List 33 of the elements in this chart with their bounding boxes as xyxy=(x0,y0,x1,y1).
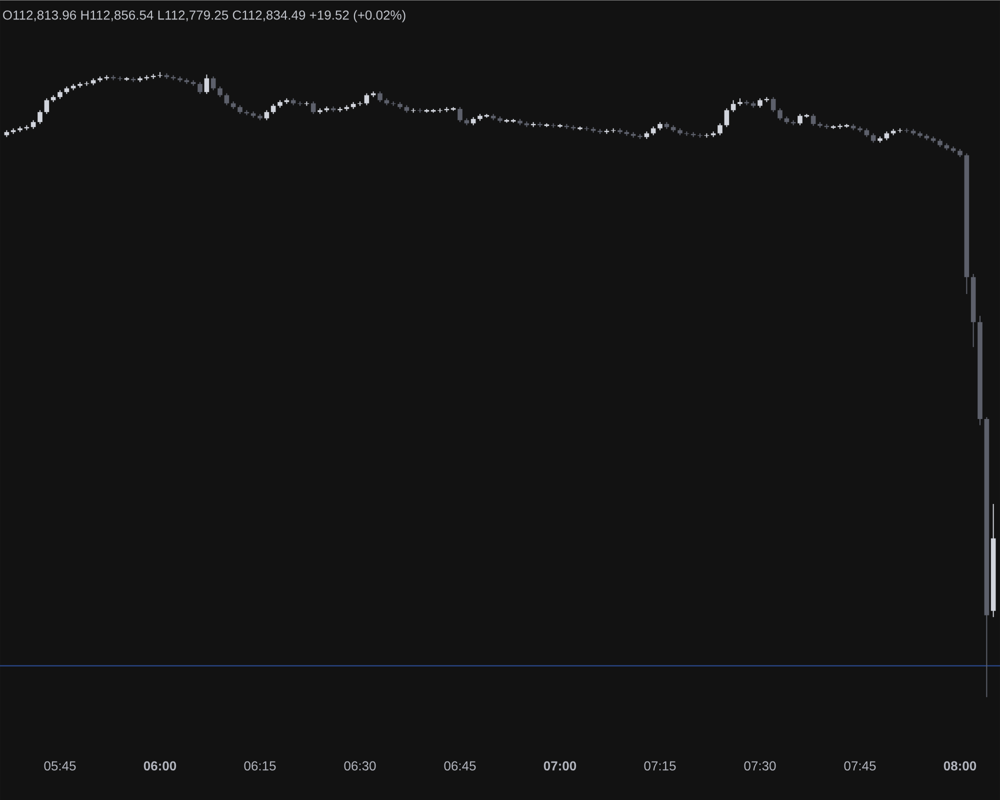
candlestick xyxy=(364,92,370,106)
candlestick xyxy=(210,76,216,91)
candlestick xyxy=(730,100,736,112)
candlestick xyxy=(38,110,42,124)
x-tick-label: 07:45 xyxy=(844,761,876,770)
text: O112,813.96 H112,856.54 L112,779.25 C112,834.49 +19.52 (+0.02%) xyxy=(3,10,406,22)
candlestick xyxy=(378,90,382,102)
candlestick xyxy=(798,113,802,126)
candlestick xyxy=(870,132,876,144)
candlestick xyxy=(198,81,202,94)
candlestick xyxy=(778,108,782,121)
candlestick xyxy=(724,108,730,128)
x-tick-label: 06:15 xyxy=(244,761,276,770)
candlestick xyxy=(264,110,270,121)
x-tick-label: 07:00 xyxy=(544,761,576,770)
candlestick xyxy=(758,98,762,108)
candlestick xyxy=(770,96,776,112)
x-tick-label: 06:45 xyxy=(444,761,476,770)
candlestick xyxy=(458,106,462,122)
x-tick-label: 07:15 xyxy=(644,761,676,770)
candlestick xyxy=(44,98,50,114)
x-tick-label: 06:00 xyxy=(144,761,176,770)
candlestick xyxy=(224,92,230,106)
candlestick xyxy=(204,74,210,94)
candlestick xyxy=(270,103,276,114)
candlestick xyxy=(310,100,316,114)
candlestick xyxy=(218,86,222,98)
candlestick xyxy=(718,122,722,136)
x-tick-label: 06:30 xyxy=(344,761,376,770)
x-tick-label: 07:30 xyxy=(744,761,776,770)
x-tick-label: 05:45 xyxy=(44,761,76,770)
candlestick xyxy=(810,113,816,126)
x-tick-label: 08:00 xyxy=(944,761,976,770)
